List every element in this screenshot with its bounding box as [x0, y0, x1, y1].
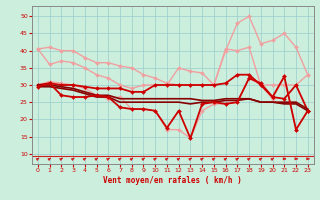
- X-axis label: Vent moyen/en rafales ( km/h ): Vent moyen/en rafales ( km/h ): [103, 176, 242, 185]
